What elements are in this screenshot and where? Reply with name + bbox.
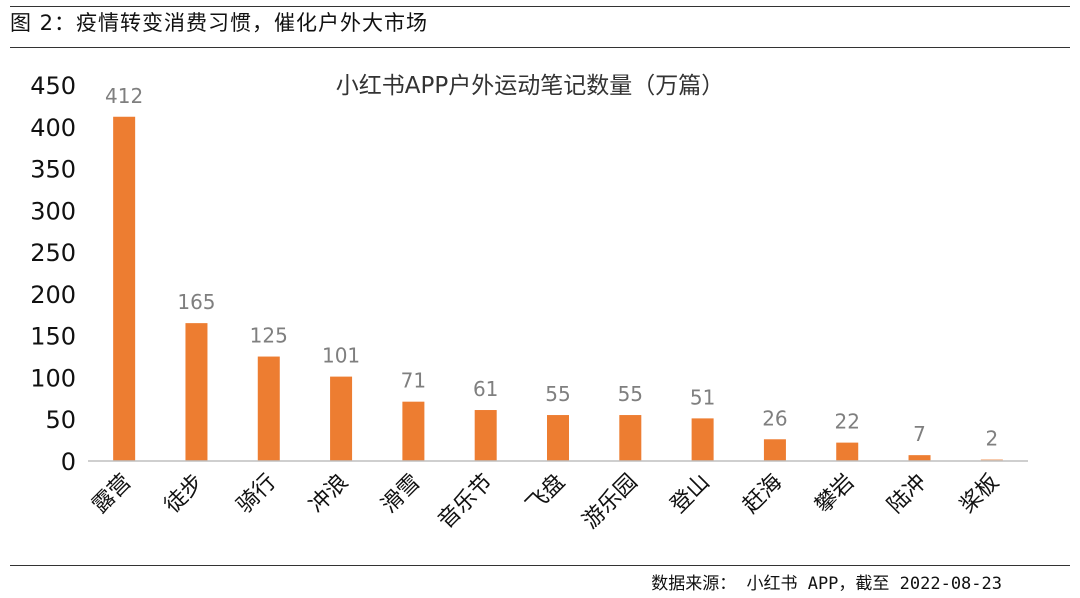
x-tick-label: 游乐园	[578, 470, 642, 534]
data-label: 22	[835, 410, 860, 434]
bar-1	[113, 116, 136, 462]
bar-8	[619, 415, 642, 461]
x-tick-label: 徒步	[160, 470, 209, 519]
y-tick-label: 350	[30, 156, 76, 184]
chart-title: 小红书APP户外运动笔记数量（万篇）	[336, 73, 724, 99]
data-label: 7	[913, 422, 926, 446]
bar-10	[763, 439, 786, 461]
bar-2	[185, 323, 208, 461]
x-tick-label: 赶海	[738, 470, 787, 519]
y-axis: 0 50 100 150 200 250 300 350 400 450	[30, 72, 76, 476]
x-tick-label: 桨板	[955, 470, 1004, 519]
y-tick-label: 50	[45, 406, 76, 434]
bar-chart: 小红书APP户外运动笔记数量（万篇） 0 50 100 150 200 250 300 350…	[30, 72, 1028, 534]
figure-title: 图 2：疫情转变消费习惯，催化户外大市场	[10, 11, 429, 35]
source-note: 数据来源： 小红书 APP，截至 2022-08-23	[651, 574, 1002, 594]
data-label: 61	[473, 377, 498, 401]
chart-container: 小红书APP户外运动笔记数量（万篇） 0 50 100 150 200 250 300 350…	[10, 46, 1070, 556]
x-tick-label: 骑行	[232, 470, 281, 519]
x-tick-label: 攀岩	[811, 470, 860, 519]
bar-11	[836, 442, 859, 461]
y-tick-label: 300	[30, 197, 76, 225]
x-tick-label: 陆冲	[883, 470, 932, 519]
bar-7	[547, 415, 569, 461]
y-tick-label: 250	[30, 239, 76, 267]
data-label: 101	[322, 344, 360, 368]
data-label: 165	[177, 290, 215, 314]
bar-4	[330, 376, 353, 461]
y-tick-label: 450	[30, 72, 76, 100]
y-tick-label: 200	[30, 281, 76, 309]
x-tick-label: 冲浪	[305, 470, 354, 519]
bar-6	[474, 410, 497, 461]
y-tick-label: 150	[30, 323, 76, 351]
bar-12	[908, 455, 931, 461]
bar-5	[402, 401, 425, 461]
x-tick-label: 滑雪	[377, 470, 426, 519]
data-label: 51	[690, 385, 715, 409]
x-tick-label: 飞盘	[521, 470, 570, 519]
y-tick-label: 0	[61, 448, 76, 476]
data-label: 26	[762, 406, 787, 430]
y-tick-label: 100	[30, 364, 76, 392]
x-tick-label: 音乐节	[434, 470, 498, 534]
data-label: 125	[250, 324, 288, 348]
x-axis-labels-group: 露营 徒步 骑行 冲浪 滑雪 音乐节 飞盘 游乐园 登山 赶海 攀岩 陆冲 桨板	[88, 470, 1004, 534]
data-label: 412	[105, 84, 143, 108]
bar-3	[257, 356, 280, 461]
value-labels-group: 412 165 125 101 71 61 55 55 51 26 22 7 2	[105, 84, 998, 451]
footer-rule	[10, 565, 1070, 566]
bars-group	[113, 116, 1003, 462]
data-label: 2	[985, 426, 998, 450]
x-tick-label: 登山	[666, 470, 715, 519]
bar-9	[691, 418, 714, 461]
bar-13	[980, 459, 1003, 461]
y-tick-label: 400	[30, 114, 76, 142]
data-label: 55	[545, 382, 570, 406]
data-label: 55	[618, 382, 643, 406]
data-label: 71	[401, 369, 426, 393]
x-tick-label: 露营	[88, 470, 137, 519]
figure-header	[10, 6, 1070, 48]
